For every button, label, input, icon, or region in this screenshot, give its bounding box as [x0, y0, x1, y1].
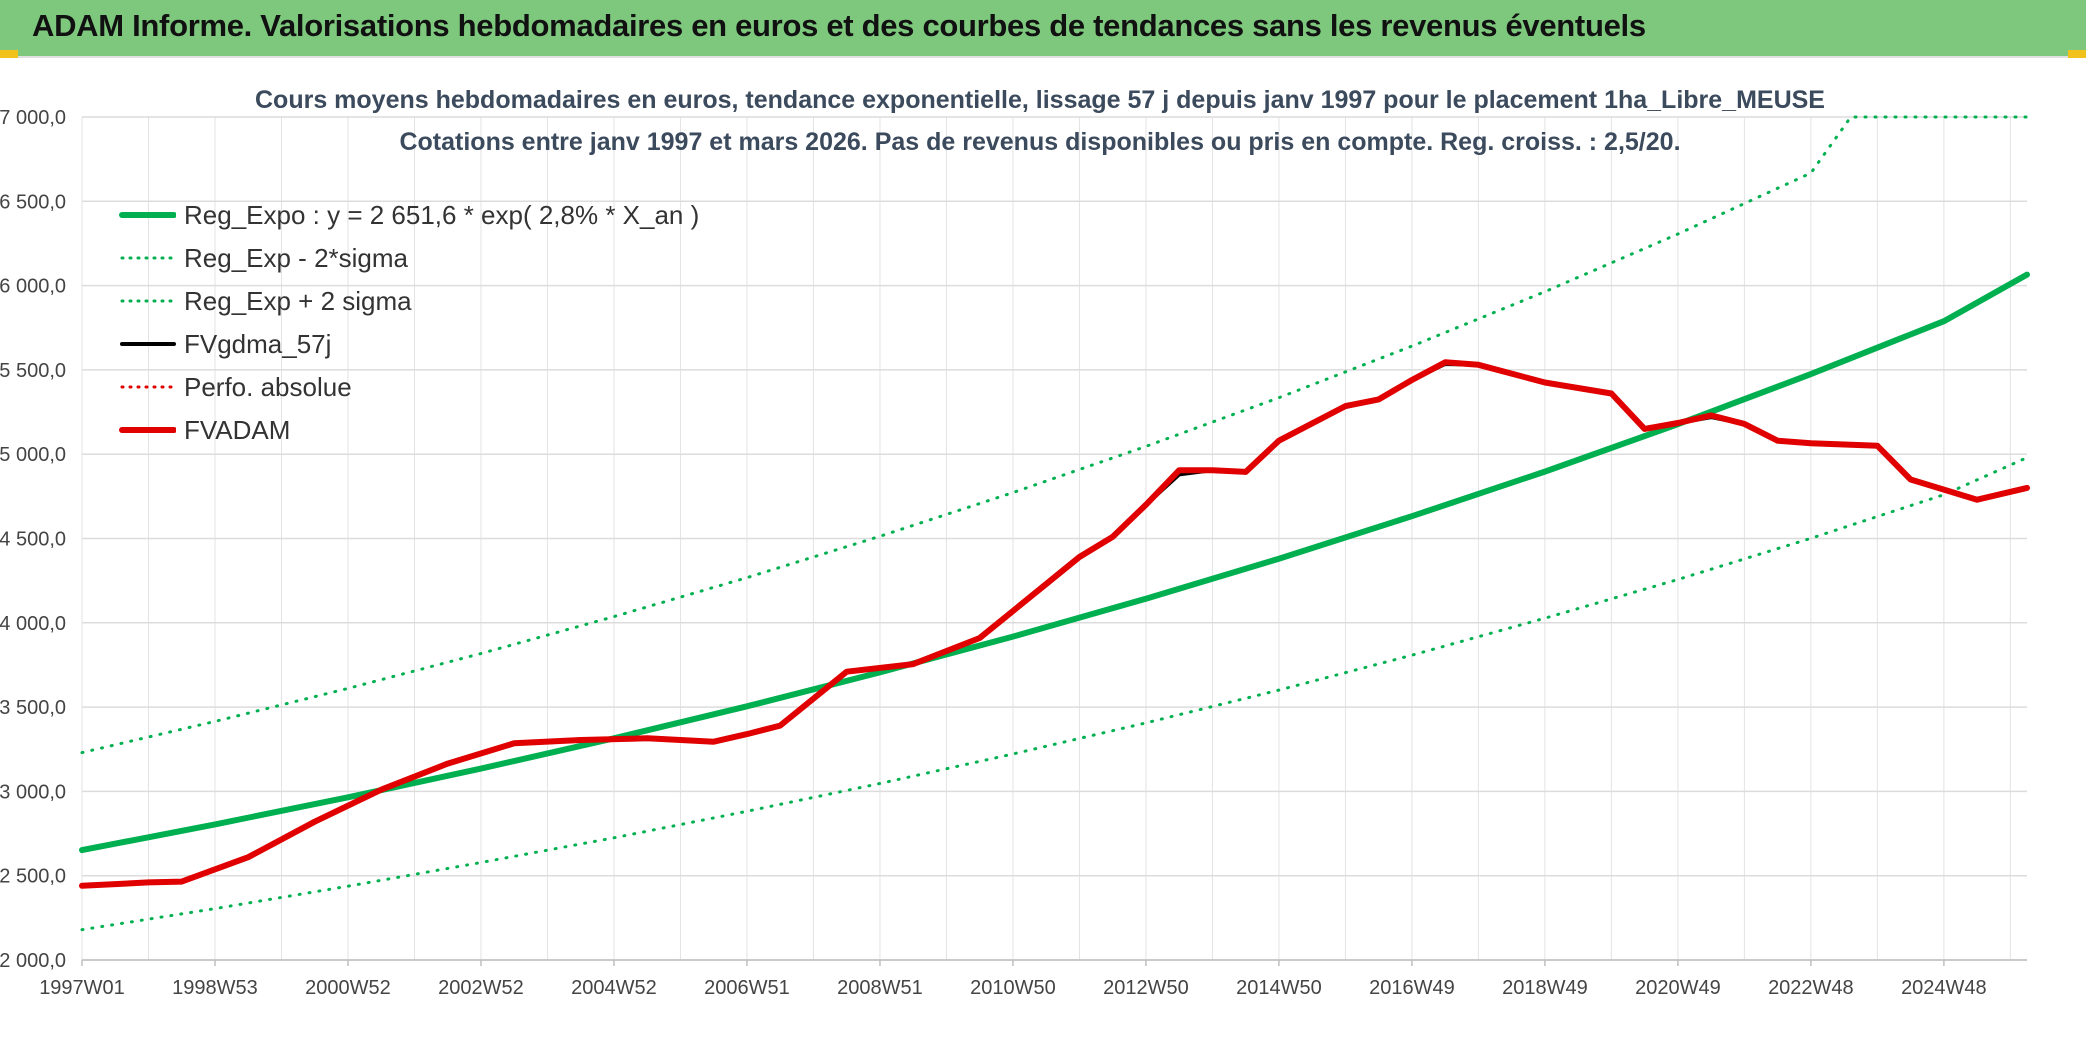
legend-swatch: [120, 299, 176, 303]
y-tick-label: 4 000,0: [0, 613, 66, 635]
legend-swatch: [120, 385, 176, 389]
series-line-2: [80, 115, 2029, 755]
chart-area: 2 000,0 2 500,0 3 000,0 3 500,0 4 000,0 4 500…: [0, 58, 2086, 1038]
legend-label: Reg_Exp - 2*sigma: [184, 243, 408, 273]
page-title: ADAM Informe. Valorisations hebdomadaire…: [32, 8, 1646, 43]
legend-swatch: [119, 427, 176, 433]
x-tick-label: 2012W50: [1103, 977, 1189, 999]
y-tick-label: 3 500,0: [0, 697, 66, 719]
legend-label: Reg_Expo : y = 2 651,6 * exp( 2,8% * X_a…: [184, 200, 700, 230]
legend-swatch: [120, 256, 176, 260]
y-tick-label: 2 000,0: [0, 950, 66, 972]
y-tick-label: 2 500,0: [0, 866, 66, 888]
corner-marker-right: [2068, 50, 2086, 58]
x-tick-label: 2014W50: [1236, 977, 1322, 999]
x-tick-label: 2022W48: [1768, 977, 1854, 999]
y-tick-label: 4 500,0: [0, 529, 66, 551]
y-tick-label: 3 000,0: [0, 781, 66, 803]
corner-marker-left: [0, 50, 18, 58]
y-tick-label: 6 000,0: [0, 276, 66, 298]
x-tick-label: 2016W49: [1369, 977, 1455, 999]
chart-subtitle: Cotations entre janv 1997 et mars 2026. …: [399, 128, 1681, 156]
chart-canvas: 2 000,0 2 500,0 3 000,0 3 500,0 4 000,0 4 500…: [0, 107, 2030, 999]
legend-label: Reg_Exp + 2 sigma: [184, 286, 412, 316]
x-tick-label: 2020W49: [1635, 977, 1721, 999]
legend-label: FVADAM: [184, 415, 291, 445]
x-tick-label: 2002W52: [438, 977, 524, 999]
x-tick-label: 1997W01: [39, 977, 125, 999]
x-tick-label: 2008W51: [837, 977, 923, 999]
y-tick-label: 6 500,0: [0, 191, 66, 213]
x-tick-label: 2000W52: [305, 977, 391, 999]
header-bar: ADAM Informe. Valorisations hebdomadaire…: [0, 0, 2086, 58]
chart-title: Cours moyens hebdomadaires en euros, ten…: [255, 86, 1825, 114]
legend-swatch: [120, 342, 176, 346]
series-line-0: [79, 271, 2030, 854]
x-tick-label: 2006W51: [704, 977, 790, 999]
y-tick-label: 5 500,0: [0, 360, 66, 382]
series-line-5: [79, 359, 2030, 889]
x-tick-label: 2004W52: [571, 977, 657, 999]
x-tick-label: 2018W49: [1502, 977, 1588, 999]
x-tick-label: 2010W50: [970, 977, 1056, 999]
x-tick-label: 2024W48: [1901, 977, 1987, 999]
y-tick-label: 5 000,0: [0, 444, 66, 466]
legend-label: FVgdma_57j: [184, 329, 332, 359]
x-tick-label: 1998W53: [172, 977, 258, 999]
legend-label: Perfo. absolue: [184, 372, 352, 402]
legend-swatch: [119, 212, 176, 218]
y-tick-label: 7 000,0: [0, 107, 66, 129]
